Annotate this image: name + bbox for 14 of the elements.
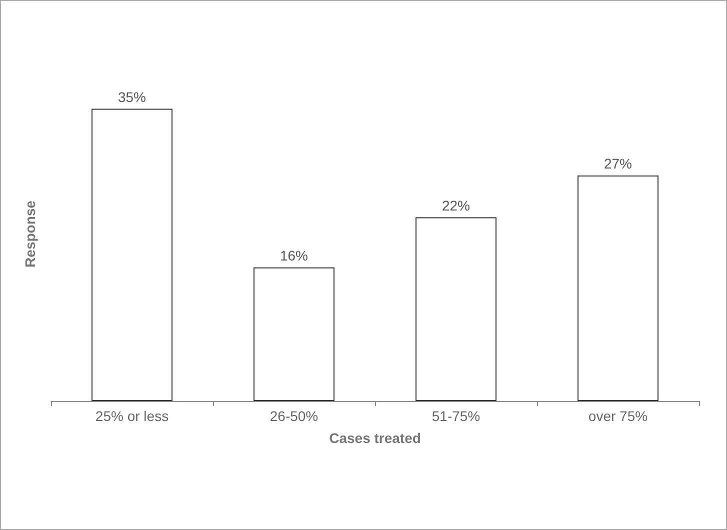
data-label: 35% xyxy=(118,88,146,105)
x-tick-label: 25% or less xyxy=(95,408,169,424)
x-tick-label: 26-50% xyxy=(270,408,318,424)
data-label: 16% xyxy=(280,247,308,264)
bar xyxy=(92,108,172,401)
bar xyxy=(416,217,496,401)
data-label: 22% xyxy=(442,197,470,214)
bar xyxy=(254,267,334,401)
x-axis-title: Cases treated xyxy=(329,430,421,446)
x-tick-label: 51-75% xyxy=(432,408,480,424)
x-tick-label: over 75% xyxy=(588,408,648,424)
y-axis-title: Response xyxy=(22,200,38,268)
data-label: 27% xyxy=(604,156,632,172)
bar xyxy=(578,176,658,401)
